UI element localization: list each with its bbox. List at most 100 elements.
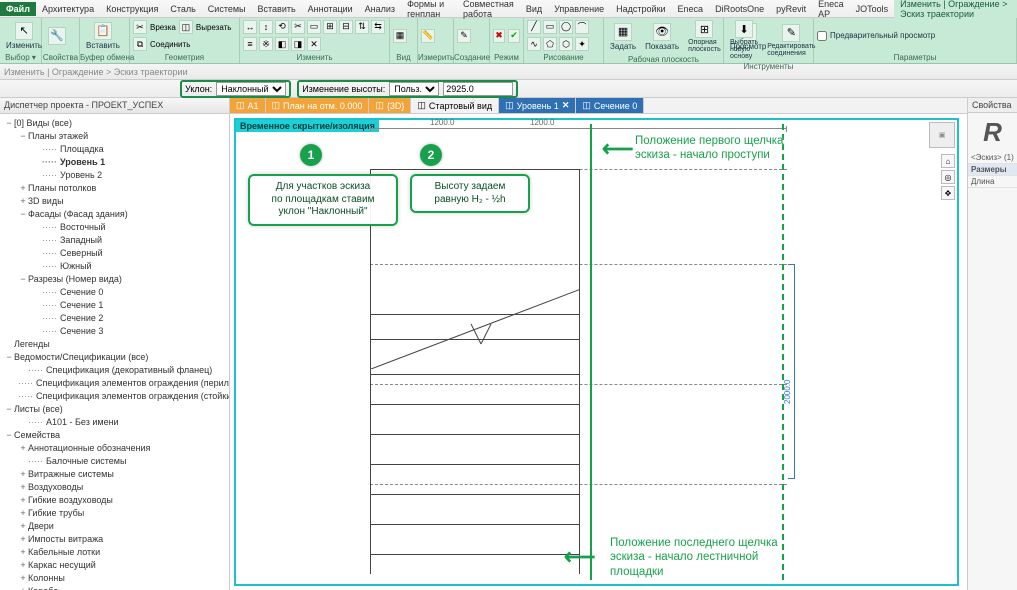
view-cube[interactable]: ▣ xyxy=(929,122,955,148)
tree-item[interactable]: ·····A101 - Без имени xyxy=(0,415,229,428)
modify-button[interactable]: ↖Изменить xyxy=(3,21,45,51)
set-plane-button[interactable]: ▦Задать xyxy=(607,22,639,52)
nav-wheel-icon[interactable]: ◎ xyxy=(941,170,955,184)
tree-item[interactable]: −Планы этажей xyxy=(0,129,229,142)
cut-icon[interactable]: ◫ xyxy=(179,20,193,34)
view-tab[interactable]: ◫{3D} xyxy=(369,98,411,113)
ribbon-tab[interactable]: Сталь xyxy=(164,2,201,16)
ribbon-tab[interactable]: Архитектура xyxy=(36,2,100,16)
tree-item[interactable]: −Фасады (Фасад здания) xyxy=(0,207,229,220)
paste-button[interactable]: 📋Вставить xyxy=(83,21,123,51)
nav-home-icon[interactable]: ⌂ xyxy=(941,154,955,168)
slope-select[interactable]: Наклонный xyxy=(216,82,286,96)
tree-item[interactable]: ·····Северный xyxy=(0,246,229,259)
revit-logo: R xyxy=(968,113,1017,152)
height-select[interactable]: Польз. xyxy=(389,82,439,96)
tree-item[interactable]: ·····Спецификация элементов ограждения (… xyxy=(0,389,229,402)
tree-item[interactable]: +Импосты витража xyxy=(0,532,229,545)
tree-item[interactable]: +Двери xyxy=(0,519,229,532)
ribbon-tab[interactable]: Eneca xyxy=(672,2,710,16)
ribbon-tab[interactable]: Вставить xyxy=(252,2,302,16)
tree-item[interactable]: +Гибкие трубы xyxy=(0,506,229,519)
nav-pan-icon[interactable]: ✥ xyxy=(941,186,955,200)
tree-item[interactable]: ·····Южный xyxy=(0,259,229,272)
tree-item[interactable]: −[0] Виды (все) xyxy=(0,116,229,129)
measure-icon[interactable]: 📏 xyxy=(421,29,435,43)
mode-ok-icon[interactable]: ✔ xyxy=(508,29,520,43)
height-option[interactable]: Изменение высоты: Польз. xyxy=(297,80,518,98)
properties-panel: Свойства R <Эскиз> (1) Размеры Длина xyxy=(967,98,1017,590)
stair-section xyxy=(370,169,580,574)
options-bar: Уклон: Наклонный Изменение высоты: Польз… xyxy=(0,80,1017,98)
callout-1: Для участков эскиза по площадкам ставим … xyxy=(248,174,398,226)
line-icon[interactable]: ╱ xyxy=(527,20,541,34)
tree-item[interactable]: ·····Уровень 1 xyxy=(0,155,229,168)
tree-item[interactable]: −Ведомости/Спецификации (все) xyxy=(0,350,229,363)
tree-item[interactable]: +Кабельные лотки xyxy=(0,545,229,558)
tree-item[interactable]: ·····Сечение 2 xyxy=(0,311,229,324)
tree-item[interactable]: ·····Спецификация элементов ограждения (… xyxy=(0,376,229,389)
tree-item[interactable]: +Колонны xyxy=(0,571,229,584)
ribbon-tab[interactable]: Системы xyxy=(202,2,252,16)
tree-item[interactable]: +Гибкие воздуховоды xyxy=(0,493,229,506)
view-tab[interactable]: ◫План на отм. 0.000 xyxy=(266,98,370,113)
slope-option[interactable]: Уклон: Наклонный xyxy=(180,80,291,98)
project-tree[interactable]: −[0] Виды (все)−Планы этажей·····Площадк… xyxy=(0,114,229,590)
badge-1: 1 xyxy=(300,144,322,166)
show-plane-button[interactable]: 👁Показать xyxy=(642,22,682,52)
view-tab[interactable]: ◫Стартовый вид xyxy=(411,98,499,113)
tree-item[interactable]: Легенды xyxy=(0,337,229,350)
drawing-canvas[interactable]: Временное скрытие/изоляция 1200.0 1200.0 xyxy=(230,114,967,590)
ribbon-tabs: ФайлАрхитектураКонструкцияСтальСистемыВс… xyxy=(0,0,1017,18)
ref-line xyxy=(782,124,784,580)
ribbon-tab[interactable]: Надстройки xyxy=(610,2,671,16)
ribbon-body: ↖Изменить Выбор ▾ 🔧 Свойства 📋Вставить Б… xyxy=(0,18,1017,64)
tree-item[interactable]: ·····Сечение 0 xyxy=(0,285,229,298)
tree-item[interactable]: ·····Площадка xyxy=(0,142,229,155)
preview-checkbox[interactable]: Предварительный просмотр xyxy=(817,31,935,41)
edit-joint-button[interactable]: ✎Редактировать соединения xyxy=(764,23,818,58)
ribbon-tab[interactable]: pyRevit xyxy=(770,2,812,16)
pick-host-button[interactable]: ⬇Выбрать новую основу xyxy=(727,19,761,61)
sketch-line xyxy=(590,124,592,580)
tree-item[interactable]: −Семейства xyxy=(0,428,229,441)
tree-item[interactable]: ·····Балочные системы xyxy=(0,454,229,467)
create-icon[interactable]: ✎ xyxy=(457,29,471,43)
tree-item[interactable]: +Короба xyxy=(0,584,229,590)
tree-item[interactable]: −Разрезы (Номер вида) xyxy=(0,272,229,285)
tree-item[interactable]: ·····Спецификация (декоративный фланец) xyxy=(0,363,229,376)
mode-x-icon[interactable]: ✖ xyxy=(493,29,505,43)
ribbon-tab[interactable]: Вид xyxy=(520,2,548,16)
tree-item[interactable]: +Воздуховоды xyxy=(0,480,229,493)
view-tab[interactable]: ◫Сечение 0 xyxy=(576,98,644,113)
ribbon-tab[interactable]: Анализ xyxy=(359,2,401,16)
tree-item[interactable]: ·····Восточный xyxy=(0,220,229,233)
view-tab[interactable]: ◫Уровень 1✕ xyxy=(499,98,576,113)
ref-plane-button[interactable]: ⊞Опорная плоскость xyxy=(685,19,724,54)
ribbon-tab[interactable]: JOTools xyxy=(850,2,895,16)
ribbon-tab[interactable]: DiRootsOne xyxy=(709,2,770,16)
tree-item[interactable]: +Аннотационные обозначения xyxy=(0,441,229,454)
properties-button[interactable]: 🔧 xyxy=(45,26,69,46)
tree-item[interactable]: ·····Западный xyxy=(0,233,229,246)
height-value-input[interactable] xyxy=(443,82,513,96)
tree-item[interactable]: +3D виды xyxy=(0,194,229,207)
ribbon-tab[interactable]: Аннотации xyxy=(302,2,359,16)
ribbon-tab[interactable]: Управление xyxy=(548,2,610,16)
view-icon[interactable]: ▦ xyxy=(393,29,407,43)
tree-item[interactable]: ·····Сечение 1 xyxy=(0,298,229,311)
align-icon[interactable]: ↔ xyxy=(243,20,257,34)
tree-item[interactable]: ·····Уровень 2 xyxy=(0,168,229,181)
tree-item[interactable]: −Листы (все) xyxy=(0,402,229,415)
ribbon-tab[interactable]: Файл xyxy=(0,2,36,16)
cope-icon[interactable]: ✂ xyxy=(133,20,147,34)
tree-item[interactable]: +Витражные системы xyxy=(0,467,229,480)
dimension-right xyxy=(785,264,795,479)
ribbon-tab[interactable]: Конструкция xyxy=(100,2,164,16)
callout-2: Высоту задаем равную H₂ - ½h xyxy=(410,174,530,213)
tree-item[interactable]: +Планы потолков xyxy=(0,181,229,194)
tree-item[interactable]: +Каркас несущий xyxy=(0,558,229,571)
join-icon[interactable]: ⧉ xyxy=(133,37,147,51)
tree-item[interactable]: ·····Сечение 3 xyxy=(0,324,229,337)
view-tab[interactable]: ◫A1 xyxy=(230,98,266,113)
